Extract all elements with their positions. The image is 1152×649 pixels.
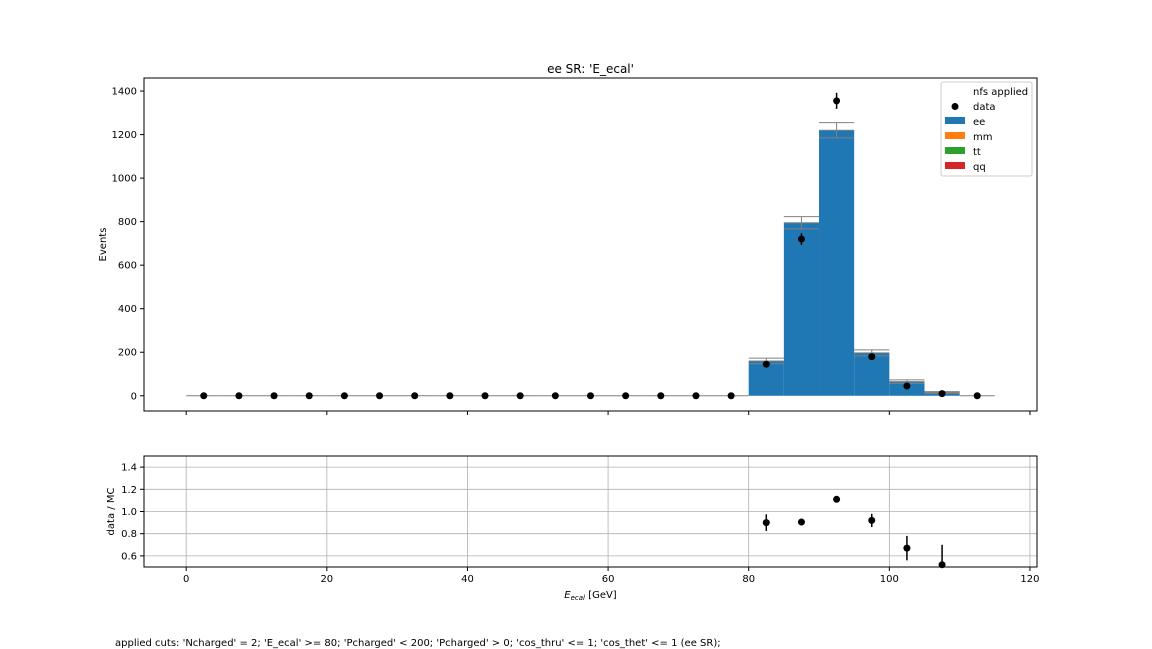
ratio-x-tick-label: 80 — [742, 574, 755, 585]
ratio-point — [833, 495, 841, 503]
ratio-y-tick-label: 1.4 — [121, 463, 137, 474]
data-point — [973, 392, 981, 400]
data-point — [516, 392, 524, 400]
data-point — [692, 392, 700, 400]
data-point — [797, 235, 805, 243]
y-tick-label: 200 — [118, 348, 137, 359]
data-point — [235, 392, 243, 400]
y-tick-label: 1400 — [112, 87, 137, 98]
ratio-y-tick-label: 0.8 — [121, 529, 137, 540]
legend-marker-data — [951, 103, 959, 110]
ratio-y-axis-label: data / MC — [106, 488, 117, 536]
data-point — [727, 392, 735, 400]
data-point — [762, 360, 770, 368]
y-tick-label: 1200 — [112, 130, 137, 141]
ratio-x-tick-label: 100 — [880, 574, 899, 585]
data-point — [622, 392, 630, 400]
y-tick-label: 600 — [118, 261, 137, 272]
data-point — [938, 390, 946, 398]
y-tick-label: 0 — [131, 391, 137, 402]
ratio-x-tick-label: 40 — [461, 574, 474, 585]
ratio-y-tick-label: 1.0 — [121, 507, 137, 518]
data-point — [833, 97, 841, 105]
data-point — [446, 392, 454, 400]
legend-label-mm: mm — [973, 132, 992, 143]
data-point — [587, 392, 594, 400]
legend-label-qq: qq — [973, 162, 986, 173]
y-tick-label: 400 — [118, 304, 137, 315]
data-point — [411, 392, 419, 400]
legend-label-tt: tt — [973, 147, 981, 158]
ratio-x-tick-label: 60 — [602, 574, 615, 585]
main-panel: ee SR: 'E_ecal' 0 200 400 600 800 1000 1200 1400… — [98, 62, 1038, 415]
hist-bar-ee — [783, 222, 820, 396]
ratio-x-tick-label: 120 — [1020, 574, 1039, 585]
ratio-point — [797, 518, 805, 526]
legend-label-data: data — [973, 102, 996, 113]
ratio-point — [868, 516, 876, 524]
legend-swatch-mm — [945, 132, 965, 139]
data-point — [376, 392, 384, 400]
x-axis-label: Eecal [GeV] — [564, 590, 617, 602]
main-axes-frame — [143, 77, 1038, 412]
data-point — [868, 353, 876, 361]
data-point — [903, 382, 911, 390]
ratio-x-tick-label: 0 — [183, 574, 189, 585]
ratio-y-tick-label: 0.6 — [121, 551, 137, 562]
data-point — [481, 392, 489, 400]
hist-bar-ee — [819, 130, 855, 396]
y-tick-label: 1000 — [112, 174, 137, 185]
applied-cuts-text: applied cuts: 'Ncharged' = 2; 'E_ecal' >… — [115, 638, 721, 649]
ratio-point — [762, 519, 770, 527]
data-point — [551, 392, 559, 400]
ratio-x-tick-label: 20 — [320, 574, 333, 585]
y-tick-label: 800 — [118, 217, 137, 228]
ratio-y-tick-label: 1.2 — [121, 485, 137, 496]
ratio-panel: 0.6 0.8 1.0 1.2 1.4 0 20 40 60 80 100 120 data / MC E… — [106, 455, 1040, 602]
legend-swatch-ee — [945, 117, 965, 124]
data-point — [340, 392, 348, 400]
legend-swatch-qq — [945, 162, 965, 169]
data-point — [270, 392, 278, 400]
ratio-point — [903, 544, 911, 552]
legend-swatch-tt — [945, 147, 965, 154]
legend-title: nfs applied — [973, 87, 1028, 98]
legend-label-ee: ee — [973, 117, 985, 128]
y-axis-label: Events — [98, 228, 109, 262]
data-point — [200, 392, 208, 400]
data-point — [657, 392, 665, 400]
chart-title: ee SR: 'E_ecal' — [547, 62, 634, 76]
data-point — [305, 392, 313, 400]
